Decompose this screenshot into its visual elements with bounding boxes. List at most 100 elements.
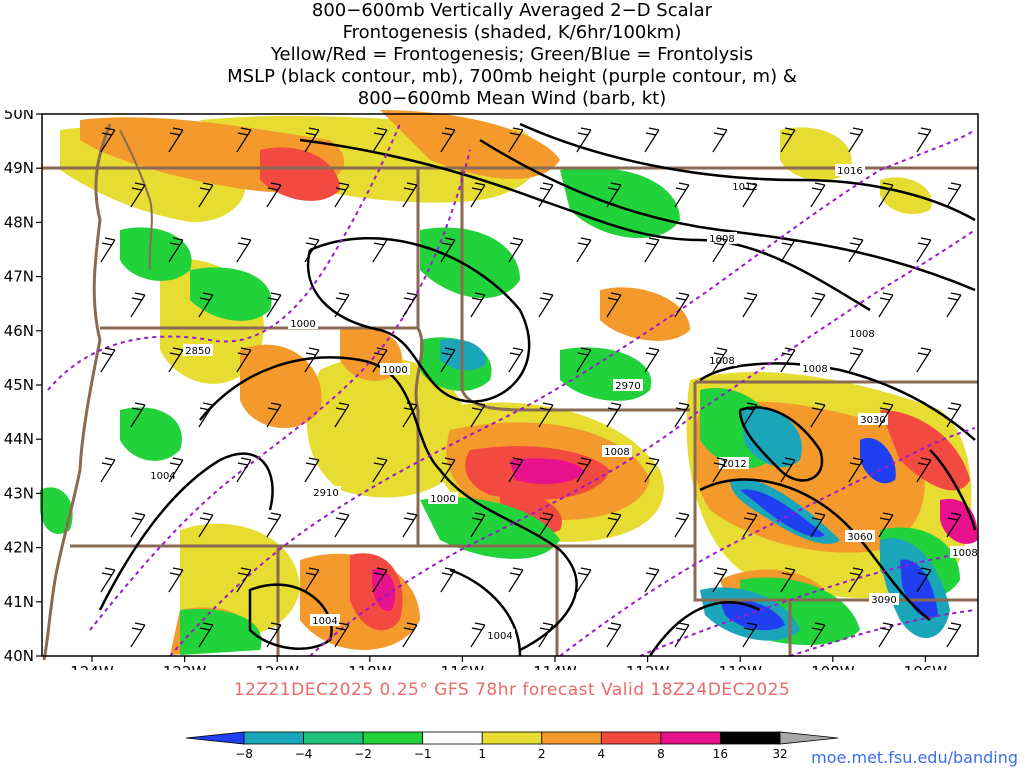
wind-barb [946, 402, 962, 428]
wind-barb [236, 347, 252, 373]
wind-barb [946, 292, 962, 318]
wind-barb [236, 457, 252, 483]
height-label-bg [869, 593, 899, 605]
wind-barb [644, 127, 660, 153]
height-label: 3030 [860, 415, 885, 426]
wind-barb [236, 237, 252, 263]
wind-barb [508, 347, 524, 373]
puget-sound [119, 129, 153, 271]
colorbar-label: −4 [295, 747, 313, 761]
wind-barb [168, 127, 184, 153]
wind-barb [742, 402, 758, 428]
wind-barb [674, 622, 690, 648]
wind-barb [878, 402, 894, 428]
colorbar: −8 −4 −2 −1 1 2 4 8 16 32 [180, 728, 844, 768]
or-id-border [414, 327, 424, 546]
wind-barb [130, 292, 146, 318]
wind-barb [810, 512, 826, 538]
mslp-label: 1004 [312, 616, 337, 627]
wind-barb [304, 457, 320, 483]
mslp-label-bg [485, 629, 515, 641]
wind-barb [606, 402, 622, 428]
political-borders [42, 123, 978, 661]
colorbar-swatch [600, 731, 662, 745]
wind-barb [372, 347, 388, 373]
colorbar-label: −2 [354, 747, 372, 761]
wind-barb [916, 457, 932, 483]
longitude-axis: 124W 122W 120W 118W 116W 114W 112W 110W 108W 106W [70, 656, 947, 670]
mslp-label: 1012 [721, 459, 746, 470]
wind-barb [878, 292, 894, 318]
id-mt-border [460, 168, 690, 412]
wind-barb [236, 127, 252, 153]
frontogenesis-map: 1016 1012 1008 1008 1008 1008 1000 1000 1008 1012… [0, 110, 1024, 670]
wind-barb [810, 292, 826, 318]
wind-barb [470, 512, 486, 538]
wind-barb [402, 512, 418, 538]
pacific-coastline [42, 123, 112, 661]
colorbar-swatch [303, 731, 364, 745]
frontogenesis-shading [40, 110, 978, 656]
wind-barb [674, 512, 690, 538]
mslp-label-bg [707, 354, 737, 366]
wind-barb [810, 622, 826, 648]
mslp-label: 1008 [849, 329, 874, 340]
mslp-label-bg [428, 492, 458, 504]
colorbar-label: 2 [538, 747, 546, 761]
wind-barb [266, 182, 282, 208]
mslp-label-bg [835, 164, 865, 176]
wind-barb [266, 622, 282, 648]
forecast-valid-time: 12Z21DEC2025 0.25° GFS 78hr forecast Val… [233, 680, 791, 700]
wind-barb [304, 567, 320, 593]
title-line-5: 800−600mb Mean Wind (barb, kt) [357, 88, 667, 109]
wind-barb [538, 512, 554, 538]
wind-barb [538, 622, 554, 648]
lon-label: 106W [904, 663, 948, 670]
wind-barb [916, 237, 932, 263]
wind-barb [916, 347, 932, 373]
wind-barb [742, 512, 758, 538]
colorbar-swatch [362, 731, 424, 745]
height-label: 3090 [871, 595, 896, 606]
wind-barb [470, 402, 486, 428]
mslp-contours [98, 122, 977, 657]
wind-barb [538, 292, 554, 318]
wind-barb [266, 402, 282, 428]
lon-label: 116W [441, 663, 485, 670]
colorbar-min-triangle [185, 731, 245, 745]
height-label-bg [311, 486, 341, 498]
wind-barb [742, 622, 758, 648]
mslp-label: 1000 [290, 319, 315, 330]
wind-barb [372, 567, 388, 593]
mslp-label: 1008 [709, 356, 734, 367]
wind-barb [168, 567, 184, 593]
lon-label: 122W [163, 663, 207, 670]
colorbar-label: 4 [598, 747, 606, 761]
wind-barb [130, 182, 146, 208]
wind-barb [266, 292, 282, 318]
wind-barb [576, 127, 592, 153]
wind-barb [402, 182, 418, 208]
wind-barb [168, 347, 184, 373]
lon-label: 110W [718, 663, 762, 670]
wind-barb [606, 512, 622, 538]
wind-barb [946, 182, 962, 208]
wind-barb [130, 512, 146, 538]
wind-barb [712, 567, 728, 593]
wind-barb [674, 402, 690, 428]
wind-barb [810, 402, 826, 428]
mslp-label-bg [602, 445, 632, 457]
wind-barb [100, 567, 116, 593]
wind-barb [606, 622, 622, 648]
wind-barb [674, 292, 690, 318]
height-label-bg [613, 379, 643, 391]
wind-barb [712, 237, 728, 263]
title-line-3: Yellow/Red = Frontogenesis; Green/Blue =… [270, 44, 754, 65]
wind-barb [372, 457, 388, 483]
mslp-label: 1000 [430, 494, 455, 505]
wind-barb [576, 567, 592, 593]
lat-label: 46N [4, 322, 34, 340]
mslp-label-bg [310, 614, 340, 626]
map-title: 800−600mb Vertically Averaged 2−D Scalar… [0, 0, 1024, 110]
wind-barb [198, 292, 214, 318]
